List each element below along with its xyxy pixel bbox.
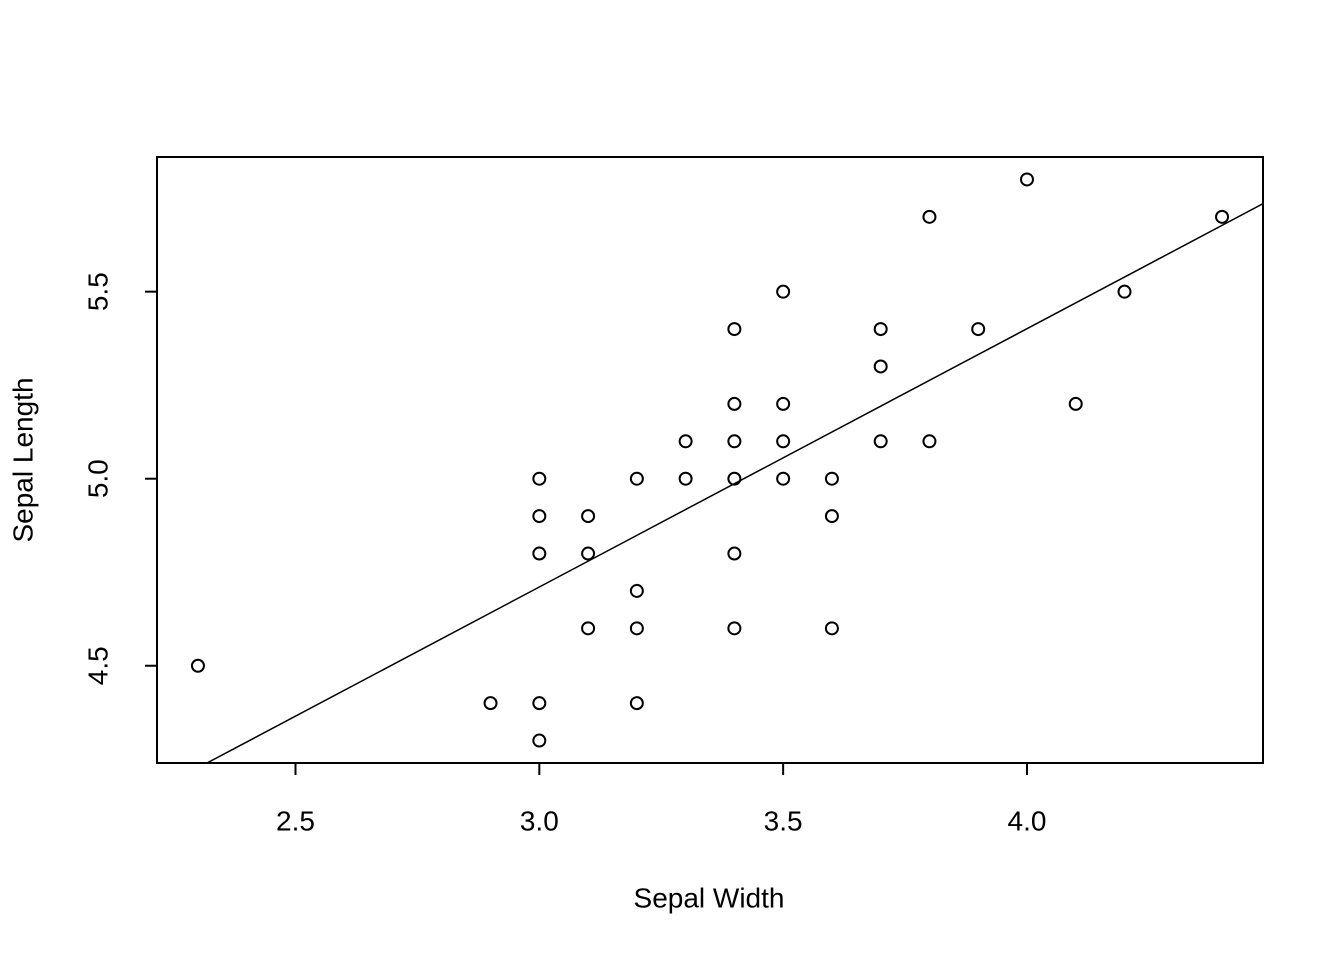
point [727,396,742,411]
point [824,471,839,486]
point [581,509,596,524]
point [776,284,791,299]
point [873,359,888,374]
point [678,434,693,449]
point [629,621,644,636]
point [629,696,644,711]
point [629,583,644,598]
point [873,434,888,449]
point [678,471,693,486]
point [727,322,742,337]
point [727,546,742,561]
point [922,209,937,224]
point [483,696,498,711]
point [873,322,888,337]
point [581,546,596,561]
x-tick-label: 2.5 [276,805,315,836]
point [824,509,839,524]
y-tick-label: 5.0 [82,459,113,498]
point [824,621,839,636]
point [727,471,742,486]
point [727,434,742,449]
point [776,434,791,449]
regression-line [205,203,1263,763]
point [532,733,547,748]
point [727,621,742,636]
point [532,471,547,486]
point [190,658,205,673]
y-tick-label: 5.5 [82,272,113,311]
x-tick-label: 4.0 [1008,805,1047,836]
point [776,471,791,486]
point [629,471,644,486]
point [532,696,547,711]
point [971,322,986,337]
point [1068,396,1083,411]
x-tick-label: 3.0 [520,805,559,836]
y-tick-label: 4.5 [82,646,113,685]
plot-box [156,156,1264,764]
x-tick-label: 3.5 [764,805,803,836]
point [776,396,791,411]
y-axis-title: Sepal Length [7,377,38,542]
point [1117,284,1132,299]
x-axis-title: Sepal Width [634,882,785,913]
point [532,509,547,524]
point [532,546,547,561]
point [581,621,596,636]
point [922,434,937,449]
point [1019,172,1034,187]
point [1215,209,1230,224]
